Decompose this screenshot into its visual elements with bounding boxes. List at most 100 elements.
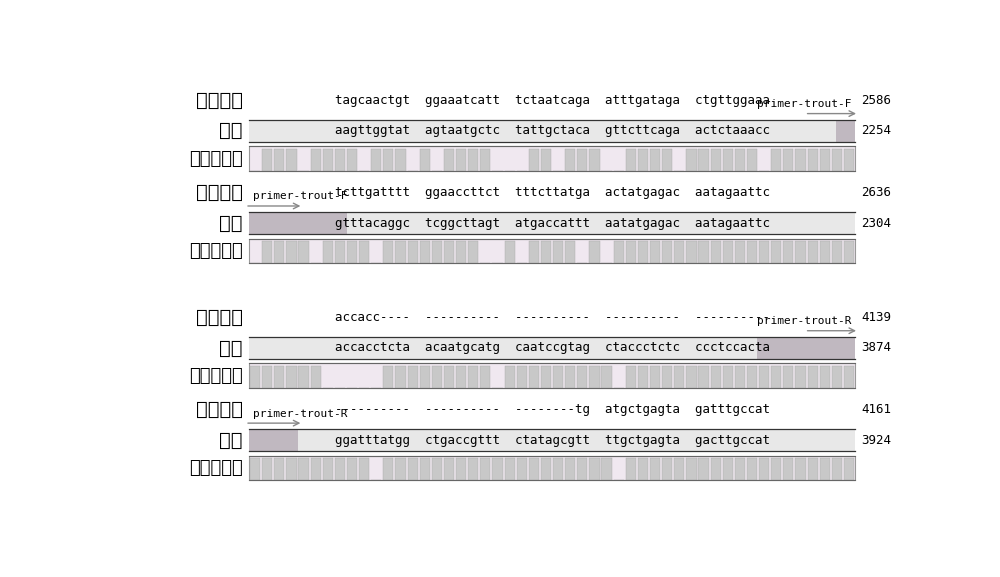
Bar: [711, 241, 721, 263]
Text: 序列保守性: 序列保守性: [189, 242, 243, 260]
Bar: [480, 149, 490, 171]
Bar: [808, 366, 818, 388]
Bar: [395, 149, 406, 171]
Bar: [249, 456, 855, 481]
Bar: [565, 149, 575, 171]
Text: tagcaactgt  ggaaatcatt  tctaatcaga  atttgataga  ctgttggaaa: tagcaactgt ggaaatcatt tctaatcaga atttgat…: [335, 93, 770, 107]
Bar: [820, 241, 830, 263]
Bar: [274, 149, 284, 171]
Bar: [832, 149, 842, 171]
Bar: [250, 366, 260, 388]
Bar: [383, 458, 393, 481]
Bar: [747, 149, 757, 171]
Bar: [808, 149, 818, 171]
Bar: [505, 366, 515, 388]
Text: accacc----  ----------  ----------  ----------  ----------: accacc---- ---------- ---------- -------…: [335, 310, 770, 324]
Bar: [711, 458, 721, 481]
Text: 虽鱷: 虽鱷: [219, 121, 243, 140]
Text: 大西洋鲑: 大西洋鲑: [196, 400, 243, 419]
Bar: [735, 241, 745, 263]
Text: primer-trout-R: primer-trout-R: [757, 316, 851, 326]
Bar: [747, 458, 757, 481]
Bar: [771, 241, 781, 263]
Bar: [723, 458, 733, 481]
Bar: [711, 366, 721, 388]
Bar: [395, 241, 406, 263]
Bar: [420, 241, 430, 263]
Bar: [408, 366, 418, 388]
Bar: [286, 241, 297, 263]
Bar: [249, 429, 298, 451]
Text: 4161: 4161: [861, 403, 891, 416]
Bar: [626, 149, 636, 171]
Bar: [686, 241, 697, 263]
Text: ggatttatgg  ctgaccgttt  ctatagcgtt  ttgctgagta  gacttgccat: ggatttatgg ctgaccgttt ctatagcgtt ttgctga…: [335, 434, 770, 447]
Bar: [698, 458, 709, 481]
Bar: [662, 366, 672, 388]
Bar: [383, 149, 393, 171]
Bar: [286, 366, 297, 388]
Bar: [529, 458, 539, 481]
Bar: [298, 366, 309, 388]
Text: accacctcta  acaatgcatg  caatccgtag  ctaccctctc  ccctccacta: accacctcta acaatgcatg caatccgtag ctaccct…: [335, 342, 770, 354]
Bar: [565, 241, 575, 263]
Bar: [444, 149, 454, 171]
Text: aagttggtat  agtaatgctc  tattgctaca  gttcttcaga  actctaaacc: aagttggtat agtaatgctc tattgctaca gttcttc…: [335, 124, 770, 137]
Bar: [249, 429, 855, 451]
Bar: [249, 120, 855, 142]
Bar: [286, 149, 297, 171]
Bar: [541, 366, 551, 388]
Text: 虽鱷: 虽鱷: [219, 339, 243, 358]
Bar: [541, 149, 551, 171]
Text: 序列保守性: 序列保守性: [189, 149, 243, 167]
Bar: [698, 366, 709, 388]
Bar: [711, 149, 721, 171]
Bar: [262, 149, 272, 171]
Bar: [844, 366, 854, 388]
Bar: [262, 366, 272, 388]
Bar: [505, 458, 515, 481]
Bar: [432, 458, 442, 481]
Bar: [432, 241, 442, 263]
Bar: [529, 149, 539, 171]
Bar: [783, 458, 793, 481]
Bar: [626, 241, 636, 263]
Bar: [735, 366, 745, 388]
Text: 大西洋鲑: 大西洋鲑: [196, 91, 243, 110]
Bar: [335, 241, 345, 263]
Bar: [832, 458, 842, 481]
Bar: [808, 458, 818, 481]
Bar: [674, 241, 684, 263]
Bar: [686, 458, 697, 481]
Bar: [250, 458, 260, 481]
Bar: [529, 366, 539, 388]
Bar: [662, 458, 672, 481]
Bar: [274, 458, 284, 481]
Bar: [735, 458, 745, 481]
Bar: [323, 458, 333, 481]
Bar: [529, 241, 539, 263]
Text: 序列保守性: 序列保守性: [189, 459, 243, 477]
Bar: [795, 366, 806, 388]
Bar: [650, 149, 660, 171]
Bar: [383, 366, 393, 388]
Bar: [638, 241, 648, 263]
Bar: [771, 366, 781, 388]
Text: 2304: 2304: [861, 217, 891, 230]
Bar: [420, 149, 430, 171]
Bar: [335, 149, 345, 171]
Bar: [323, 149, 333, 171]
Bar: [723, 149, 733, 171]
Bar: [795, 241, 806, 263]
Bar: [553, 458, 563, 481]
Bar: [820, 149, 830, 171]
Bar: [650, 366, 660, 388]
Bar: [249, 212, 855, 234]
Bar: [347, 241, 357, 263]
Bar: [323, 241, 333, 263]
Bar: [820, 458, 830, 481]
Bar: [347, 458, 357, 481]
Bar: [359, 458, 369, 481]
Bar: [844, 241, 854, 263]
Bar: [783, 149, 793, 171]
